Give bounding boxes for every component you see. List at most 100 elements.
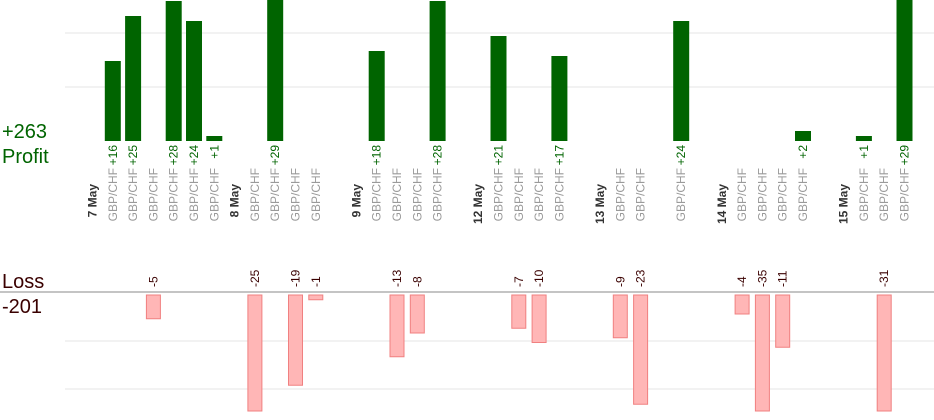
loss-value-label: -31 xyxy=(877,269,891,287)
grid-lines xyxy=(0,32,934,390)
loss-value-label: -1 xyxy=(309,276,323,287)
profit-value-label: +24 xyxy=(674,145,688,166)
category-labels: GBP/CHF GBP/CHF GBP/CHF GBP/CHF GBP/CHF GBP/C… xyxy=(86,168,912,224)
loss-value-label: -11 xyxy=(776,270,790,287)
date-label: 15 May xyxy=(837,184,851,224)
loss-value-label: -10 xyxy=(532,269,546,287)
profit-bar xyxy=(267,0,284,141)
profit-bar xyxy=(104,61,121,141)
profit-bar xyxy=(125,16,142,141)
trade-pair-label: GBP/CHF xyxy=(268,168,282,221)
trade-pair-label: GBP/CHF xyxy=(552,168,566,221)
date-label: 8 May xyxy=(228,184,242,218)
profit-bar xyxy=(206,136,223,141)
trade-pair-label: GBP/CHF xyxy=(106,168,120,221)
loss-bar xyxy=(612,294,628,339)
profit-value-label: +28 xyxy=(167,145,181,166)
loss-value-label: -5 xyxy=(146,276,160,287)
profit-bar xyxy=(490,36,507,141)
profit-value-label: +28 xyxy=(431,145,445,166)
trade-pair-label: GBP/CHF xyxy=(532,168,546,221)
loss-bar xyxy=(409,294,425,334)
profit-value-label: +17 xyxy=(552,145,566,166)
profit-value-label: +16 xyxy=(106,145,120,166)
trade-pair-label: GBP/CHF xyxy=(857,168,871,221)
trade-pair-label: GBP/CHF xyxy=(634,168,648,221)
trade-pair-label: GBP/CHF xyxy=(390,168,404,221)
loss-bar xyxy=(876,294,892,412)
trade-pair-label: GBP/CHF xyxy=(755,168,769,221)
value-labels: +16 +25 -5 +28 +24 +1 -25 +29 -19 -1 +18 -13 -8 +28 +2… xyxy=(106,145,912,287)
profit-bar xyxy=(429,1,446,141)
trade-pair-label: GBP/CHF xyxy=(410,168,424,221)
trade-pair-label: GBP/CHF xyxy=(167,168,181,221)
loss-bar xyxy=(288,294,303,386)
trade-pair-label: GBP/CHF xyxy=(146,168,160,221)
date-label: 7 May xyxy=(86,184,100,218)
loss-bar xyxy=(531,294,547,343)
profit-value-label: +2 xyxy=(796,145,810,159)
trade-pair-label: GBP/CHF xyxy=(370,168,384,221)
loss-label: Loss xyxy=(2,271,44,293)
date-label: 12 May xyxy=(471,184,485,224)
profit-total: +263 xyxy=(2,121,47,143)
trade-pair-label: GBP/CHF xyxy=(898,168,912,221)
loss-value-label: -7 xyxy=(512,276,526,287)
loss-bar xyxy=(247,294,263,412)
loss-bar xyxy=(308,294,324,301)
loss-bar xyxy=(754,294,770,412)
profit-value-label: +1 xyxy=(207,145,221,159)
trade-pair-label: GBP/CHF xyxy=(613,168,627,221)
trade-pair-label: GBP/CHF xyxy=(207,168,221,221)
trade-pair-label: GBP/CHF xyxy=(248,168,262,221)
loss-bar xyxy=(511,294,527,329)
date-label: 13 May xyxy=(593,184,607,224)
profit-value-label: +25 xyxy=(126,145,140,166)
profit-value-label: +29 xyxy=(268,145,282,166)
profit-bar xyxy=(896,0,913,141)
trade-pair-label: GBP/CHF xyxy=(512,168,526,221)
profit-value-label: +24 xyxy=(187,145,201,166)
profit-value-label: +21 xyxy=(492,145,506,166)
loss-value-label: -19 xyxy=(289,269,303,287)
trade-pair-label: GBP/CHF xyxy=(877,168,891,221)
trade-pair-label: GBP/CHF xyxy=(289,168,303,221)
profit-bar xyxy=(186,21,202,141)
loss-bar xyxy=(775,294,791,348)
trade-pair-label: GBP/CHF xyxy=(776,168,790,221)
trade-pair-label: GBP/CHF xyxy=(309,168,323,221)
profit-bar xyxy=(551,56,568,141)
profit-bar xyxy=(855,136,872,141)
profit-bar xyxy=(795,131,811,141)
date-label: 9 May xyxy=(349,184,363,218)
loss-value-label: -23 xyxy=(634,269,648,287)
trade-pair-label: GBP/CHF xyxy=(431,168,445,221)
profit-label: Profit xyxy=(2,146,49,168)
loss-value-label: -4 xyxy=(735,276,749,287)
loss-total: -201 xyxy=(2,296,42,318)
loss-value-label: -9 xyxy=(613,276,627,287)
profit-bar xyxy=(165,1,182,141)
trade-bars xyxy=(104,0,913,412)
trade-pair-label: GBP/CHF xyxy=(735,168,749,221)
loss-value-label: -13 xyxy=(390,269,404,287)
profit-bar xyxy=(673,21,690,141)
loss-bar xyxy=(734,294,750,315)
profit-bar xyxy=(368,51,385,141)
trade-pair-label: GBP/CHF xyxy=(126,168,140,221)
date-label: 14 May xyxy=(715,184,729,224)
profit-value-label: +29 xyxy=(898,145,912,166)
profit-value-label: +18 xyxy=(370,145,384,166)
loss-value-label: -35 xyxy=(755,269,769,287)
trade-pair-label: GBP/CHF xyxy=(796,168,810,221)
trade-pair-label: GBP/CHF xyxy=(674,168,688,221)
trade-pair-label: GBP/CHF xyxy=(492,168,506,221)
loss-bar xyxy=(389,294,405,358)
loss-value-label: -8 xyxy=(410,276,424,287)
trade-pair-label: GBP/CHF xyxy=(187,168,201,221)
loss-bar xyxy=(145,294,161,320)
profit-value-label: +1 xyxy=(857,145,871,159)
loss-value-label: -25 xyxy=(248,269,262,287)
loss-bar xyxy=(633,294,649,405)
